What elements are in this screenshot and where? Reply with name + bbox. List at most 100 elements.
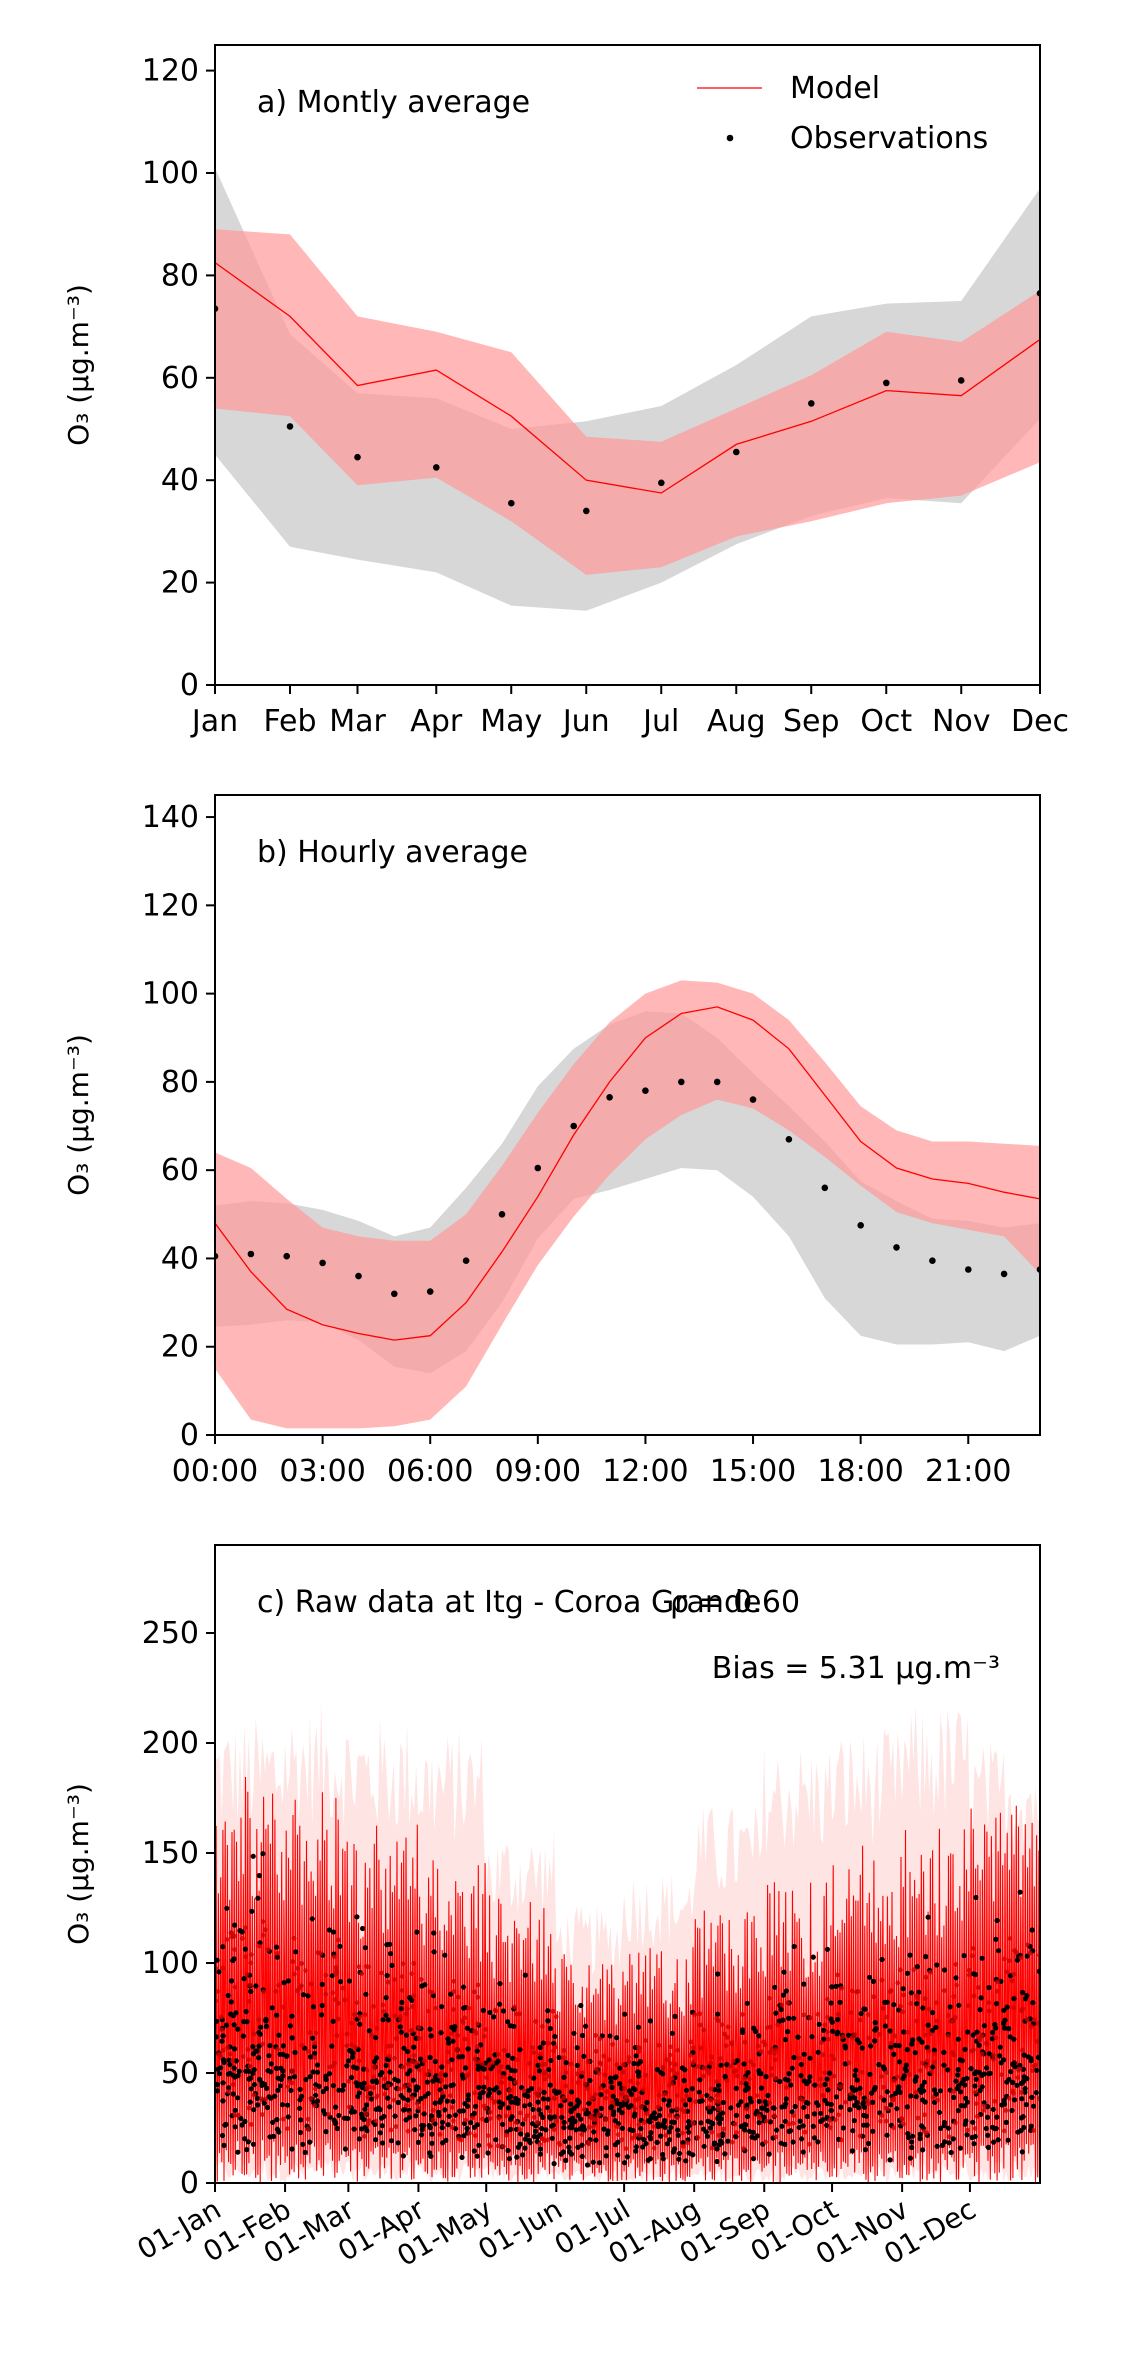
model-point	[405, 2128, 411, 2134]
observation-point	[446, 2113, 452, 2119]
model-point	[561, 2055, 566, 2061]
observation-point	[263, 2023, 270, 2029]
observation-point	[872, 2020, 878, 2026]
observation-point	[547, 2082, 553, 2088]
model-point	[734, 2073, 740, 2079]
model-point	[563, 2083, 569, 2089]
observation-point	[614, 2101, 620, 2107]
model-point	[232, 1984, 238, 1990]
model-point	[866, 2012, 871, 2018]
observation-point	[1029, 1927, 1035, 1933]
model-point	[215, 1989, 220, 1994]
observation-point	[392, 2076, 398, 2082]
model-point	[451, 1978, 457, 1984]
model-point	[260, 2112, 265, 2117]
model-point	[729, 2139, 735, 2145]
model-point	[340, 1985, 346, 1991]
model-point	[734, 2130, 739, 2136]
observation-point	[893, 1244, 900, 1251]
observation-point	[473, 2103, 479, 2109]
observation-point	[749, 1096, 757, 1103]
observation-point	[1011, 2036, 1017, 2042]
observation-point	[1018, 2115, 1024, 2121]
model-point	[1030, 2068, 1035, 2074]
observation-point	[1011, 2097, 1018, 2103]
observation-point	[508, 2099, 514, 2105]
model-point	[597, 2036, 603, 2042]
observation-point	[419, 2122, 425, 2129]
observation-point	[226, 2085, 232, 2091]
model-point	[706, 2070, 712, 2076]
observation-point	[818, 2110, 824, 2116]
model-point	[855, 1989, 861, 1994]
observation-point	[410, 2077, 416, 2083]
model-point	[833, 2117, 838, 2123]
observation-point	[1035, 2054, 1040, 2060]
model-point	[733, 2068, 739, 2073]
observation-point	[526, 2137, 532, 2143]
model-point	[773, 2057, 778, 2063]
model-point	[410, 2095, 415, 2101]
observation-point	[989, 2036, 995, 2042]
observation-point	[977, 2087, 983, 2094]
model-point	[365, 2121, 371, 2127]
model-point	[881, 2084, 886, 2090]
model-point	[409, 2059, 415, 2064]
model-point	[680, 2144, 686, 2149]
model-point	[248, 2122, 254, 2127]
model-point	[461, 2020, 466, 2025]
observation-point	[993, 1936, 999, 1942]
model-point	[626, 2058, 632, 2064]
model-point	[563, 2070, 569, 2075]
observation-point	[742, 2127, 748, 2133]
observation-point	[919, 2083, 925, 2089]
model-point	[312, 2040, 318, 2046]
observation-point	[380, 2140, 386, 2146]
observation-point	[515, 2100, 521, 2106]
observation-point	[590, 2159, 596, 2165]
model-point	[922, 2112, 927, 2118]
observation-point	[666, 2129, 672, 2135]
model-point	[667, 2113, 673, 2118]
observation-point	[609, 2084, 615, 2090]
observation-point	[881, 2097, 887, 2103]
model-point	[1027, 1950, 1033, 1956]
observation-point	[714, 2158, 720, 2165]
model-point	[674, 2071, 680, 2077]
model-point	[1032, 2017, 1037, 2023]
observation-point	[696, 2098, 703, 2104]
model-point	[596, 2070, 602, 2076]
observation-point	[583, 2023, 589, 2029]
model-point	[280, 2004, 286, 2010]
observation-point	[319, 1259, 326, 1267]
observation-point	[385, 2017, 391, 2023]
model-point	[728, 2063, 734, 2069]
model-point	[995, 1979, 1000, 1985]
observation-point	[425, 2090, 431, 2097]
observation-point	[938, 2125, 944, 2131]
observation-point	[303, 2076, 309, 2083]
observation-point	[601, 2126, 607, 2132]
observation-point	[491, 2087, 497, 2093]
observation-point	[1017, 1889, 1023, 1895]
observation-point	[584, 2162, 591, 2168]
observation-point	[821, 1184, 829, 1192]
observation-point	[562, 2138, 568, 2144]
observation-point	[366, 2028, 372, 2034]
model-point	[392, 1977, 398, 1982]
observation-point	[476, 2142, 482, 2148]
observation-point	[821, 2027, 827, 2033]
model-point	[767, 2100, 773, 2106]
model-point	[981, 2107, 986, 2113]
model-point	[507, 2088, 513, 2093]
observation-point	[800, 2123, 806, 2129]
model-point	[633, 2132, 638, 2138]
observation-point	[870, 1978, 877, 1984]
observation-point	[285, 2114, 291, 2120]
observation-point	[945, 2067, 951, 2073]
observation-point	[268, 2061, 274, 2067]
observation-point	[241, 1976, 247, 1982]
observation-point	[661, 2120, 667, 2126]
model-point	[1034, 2039, 1040, 2044]
model-point	[969, 1953, 975, 1959]
